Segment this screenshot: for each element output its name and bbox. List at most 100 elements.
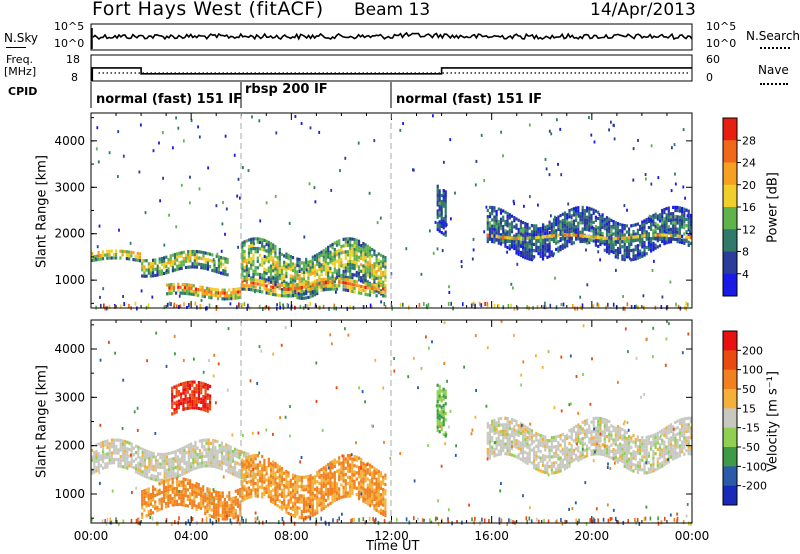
heatmap-cell — [539, 239, 542, 243]
heatmap-cell — [291, 492, 295, 496]
heatmap-cell — [247, 455, 251, 459]
heatmap-cell — [371, 499, 374, 503]
heatmap-cell — [97, 461, 100, 466]
heatmap-cell — [141, 512, 144, 516]
heatmap-cell — [247, 284, 251, 288]
heatmap-speck — [215, 204, 218, 208]
heatmap-cell — [568, 209, 571, 213]
heatmap-cell — [296, 276, 299, 280]
heatmap-cell — [272, 460, 275, 464]
heatmap-cell — [324, 492, 328, 496]
heatmap-cell — [678, 228, 681, 232]
heatmap-cell — [568, 454, 571, 459]
heatmap-cell — [247, 287, 251, 291]
heatmap-cell — [187, 459, 190, 463]
heatmap-cell — [110, 461, 113, 465]
heatmap-cell — [524, 249, 527, 254]
cpid-segment-2: rbsp 200 IF — [245, 82, 328, 97]
heatmap-cell — [298, 497, 301, 501]
heatmap-cell — [570, 437, 573, 441]
heatmap-cell — [309, 492, 312, 496]
heatmap-cell — [346, 457, 350, 461]
heatmap-cell — [294, 511, 297, 515]
heatmap-cell — [594, 445, 597, 449]
heatmap-cell — [161, 478, 164, 482]
heatmap-cell — [575, 424, 578, 428]
heatmap-cell — [575, 209, 578, 213]
heatmap-cell — [524, 450, 527, 454]
heatmap-cell — [223, 504, 226, 508]
heatmap-cell — [191, 249, 194, 254]
heatmap-cell — [221, 494, 224, 498]
heatmap-cell — [180, 395, 183, 399]
heatmap-cell — [506, 211, 509, 216]
heatmap-cell — [331, 258, 334, 263]
heatmap-cell — [375, 468, 378, 472]
heatmap-cell — [152, 258, 155, 262]
heatmap-cell — [204, 392, 207, 396]
heatmap-cell — [186, 400, 189, 404]
heatmap-cell — [193, 380, 196, 384]
heatmap-cell — [167, 504, 170, 508]
heatmap-cell — [632, 233, 635, 237]
heatmap-cell — [108, 249, 111, 253]
heatmap-cell — [184, 407, 187, 411]
heatmap-speck — [335, 277, 337, 281]
heatmap-cell — [502, 235, 505, 239]
heatmap-cell — [176, 258, 179, 262]
heatmap-cell — [519, 447, 522, 452]
heatmap-cell — [147, 265, 150, 269]
heatmap-speck — [550, 214, 552, 218]
heatmap-cell — [143, 259, 146, 263]
heatmap-cell — [243, 266, 246, 270]
heatmap-cell — [261, 290, 264, 294]
heatmap-cell — [335, 275, 339, 279]
heatmap-cell — [261, 454, 264, 459]
heatmap-cell — [193, 253, 196, 257]
heatmap-cell — [639, 227, 642, 231]
heatmap-cell — [689, 220, 692, 224]
heatmap-cell — [605, 236, 609, 240]
heatmap-ground-speck — [279, 301, 281, 306]
heatmap-cell — [634, 223, 637, 227]
heatmap-cell — [548, 234, 551, 238]
heatmap-cell — [342, 479, 345, 483]
heatmap-cell — [243, 240, 246, 244]
heatmap-cell — [382, 509, 385, 513]
heatmap-cell — [327, 245, 330, 249]
heatmap-cell — [537, 252, 540, 256]
heatmap-cell — [528, 443, 531, 448]
heatmap-cell — [200, 384, 203, 388]
heatmap-cell — [178, 483, 181, 487]
heatmap-cell — [639, 255, 642, 259]
heatmap-cell — [528, 240, 531, 244]
heatmap-cell — [610, 228, 613, 232]
heatmap-cell — [280, 265, 284, 269]
heatmap-cell — [159, 456, 162, 460]
heatmap-cell — [300, 282, 303, 286]
heatmap-cell — [522, 252, 525, 256]
heatmap-cell — [568, 458, 571, 462]
heatmap-cell — [115, 252, 118, 257]
heatmap-cell — [189, 498, 192, 502]
heatmap-cell — [583, 435, 586, 439]
heatmap-cell — [220, 262, 223, 266]
heatmap-cell — [588, 225, 591, 229]
heatmap-cell — [583, 442, 586, 446]
heatmap-cell — [561, 234, 564, 238]
heatmap-cell — [340, 483, 343, 487]
heatmap-cell — [205, 441, 208, 445]
heatmap-cell — [302, 516, 306, 520]
heatmap-speck — [577, 214, 580, 218]
heatmap-cell — [208, 501, 211, 505]
heatmap-cell — [278, 480, 281, 484]
heatmap-cell — [187, 446, 190, 451]
heatmap-cell — [278, 257, 281, 261]
heatmap-cell — [362, 468, 365, 472]
heatmap-cell — [172, 282, 175, 287]
heatmap-cell — [197, 483, 200, 487]
heatmap-cell — [252, 278, 255, 282]
heatmap-cell — [324, 266, 328, 270]
heatmap-cell — [586, 206, 589, 210]
heatmap-cell — [579, 457, 582, 461]
